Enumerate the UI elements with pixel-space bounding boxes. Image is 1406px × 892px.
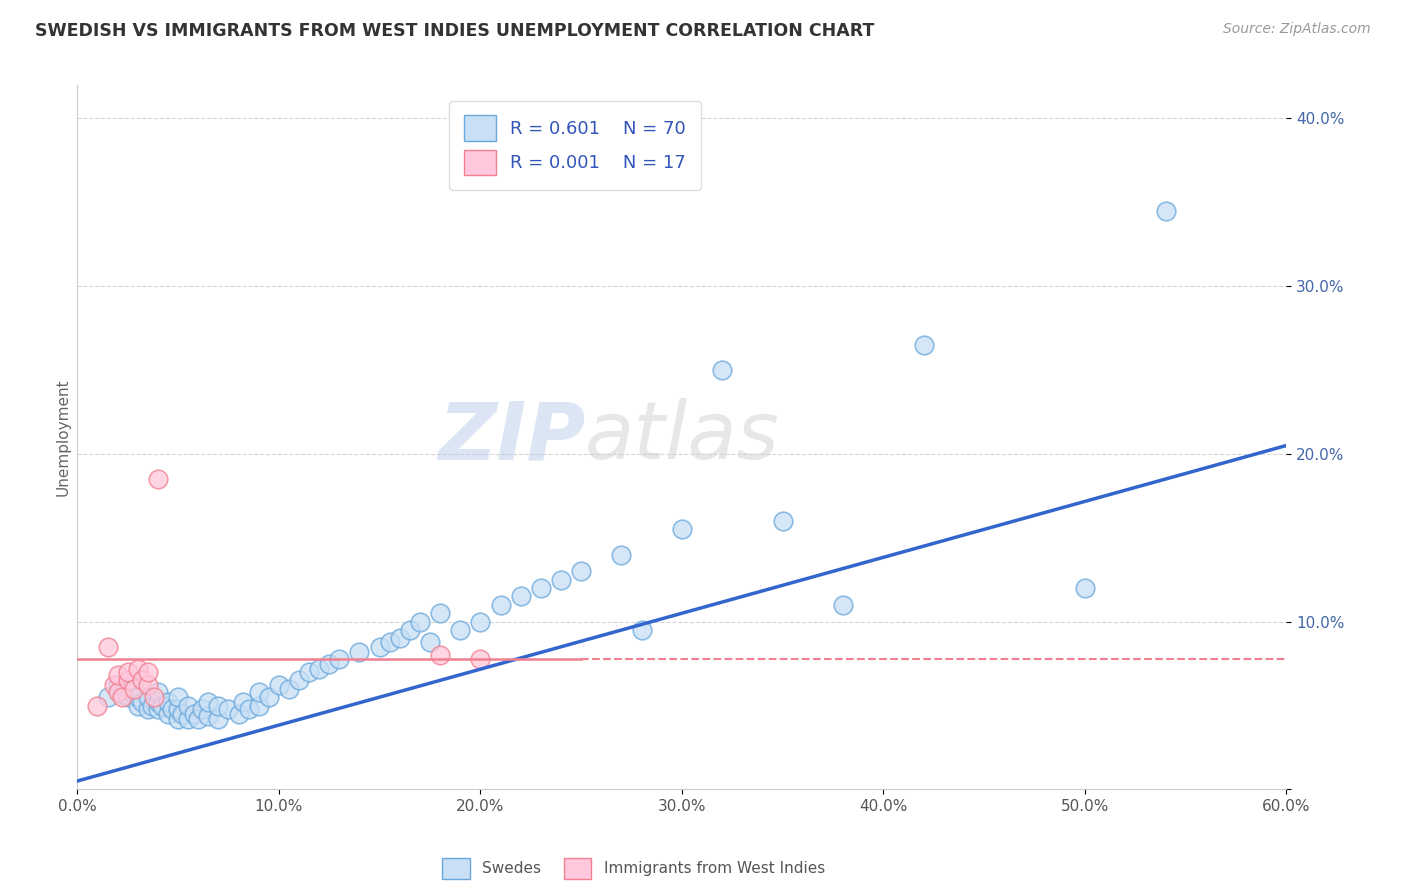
Point — [136, 665, 159, 679]
Point — [117, 673, 139, 688]
Point — [349, 645, 371, 659]
Point — [146, 472, 169, 486]
Point — [160, 702, 183, 716]
Point — [409, 615, 432, 629]
Point — [141, 698, 163, 713]
Point — [399, 623, 422, 637]
Point — [419, 634, 441, 648]
Point — [711, 363, 734, 377]
Point — [117, 681, 139, 696]
Legend: Swedes, Immigrants from West Indies: Swedes, Immigrants from West Indies — [434, 850, 832, 887]
Point — [150, 698, 173, 713]
Point — [111, 687, 134, 701]
Point — [247, 685, 270, 699]
Point — [318, 657, 340, 671]
Point — [172, 706, 194, 721]
Point — [489, 598, 512, 612]
Point — [298, 665, 321, 679]
Point — [127, 698, 149, 713]
Point — [146, 702, 169, 716]
Point — [509, 590, 531, 604]
Text: ZIP: ZIP — [437, 398, 585, 476]
Point — [117, 665, 139, 679]
Point — [308, 662, 330, 676]
Text: SWEDISH VS IMMIGRANTS FROM WEST INDIES UNEMPLOYMENT CORRELATION CHART: SWEDISH VS IMMIGRANTS FROM WEST INDIES U… — [35, 22, 875, 40]
Point — [197, 695, 219, 709]
Point — [328, 651, 350, 665]
Point — [96, 640, 118, 654]
Point — [238, 702, 260, 716]
Point — [107, 678, 129, 692]
Point — [772, 514, 794, 528]
Point — [122, 681, 145, 696]
Point — [288, 673, 311, 688]
Point — [127, 662, 149, 676]
Point — [257, 690, 280, 705]
Point — [470, 651, 492, 665]
Point — [111, 690, 134, 705]
Point — [278, 681, 301, 696]
Point — [449, 623, 471, 637]
Point — [550, 573, 572, 587]
Point — [218, 702, 240, 716]
Point — [197, 708, 219, 723]
Point — [1074, 581, 1097, 595]
Point — [183, 706, 205, 721]
Point — [630, 623, 652, 637]
Point — [96, 690, 118, 705]
Point — [146, 695, 169, 709]
Point — [86, 698, 108, 713]
Point — [610, 548, 633, 562]
Point — [177, 698, 200, 713]
Point — [530, 581, 553, 595]
Point — [429, 607, 451, 621]
Point — [146, 685, 169, 699]
Point — [912, 338, 935, 352]
Point — [388, 632, 411, 646]
Point — [187, 712, 209, 726]
Point — [136, 678, 159, 692]
Point — [167, 712, 190, 726]
Point — [247, 698, 270, 713]
Point — [177, 712, 200, 726]
Point — [131, 673, 153, 688]
Point — [267, 678, 290, 692]
Point — [368, 640, 391, 654]
Point — [569, 564, 592, 578]
Point — [832, 598, 855, 612]
Point — [127, 690, 149, 705]
Point — [117, 690, 139, 705]
Point — [131, 695, 153, 709]
Point — [207, 712, 229, 726]
Point — [167, 690, 190, 705]
Point — [378, 634, 401, 648]
Point — [136, 690, 159, 705]
Point — [191, 702, 214, 716]
Text: atlas: atlas — [585, 398, 780, 476]
Point — [167, 702, 190, 716]
Point — [121, 685, 143, 699]
Point — [157, 706, 180, 721]
Text: Source: ZipAtlas.com: Source: ZipAtlas.com — [1223, 22, 1371, 37]
Point — [232, 695, 254, 709]
Point — [103, 678, 125, 692]
Point — [671, 522, 693, 536]
Y-axis label: Unemployment: Unemployment — [56, 378, 70, 496]
Point — [136, 702, 159, 716]
Point — [228, 706, 250, 721]
Point — [1154, 203, 1177, 218]
Point — [107, 685, 129, 699]
Point — [107, 668, 129, 682]
Point — [142, 690, 165, 705]
Point — [207, 698, 229, 713]
Point — [470, 615, 492, 629]
Point — [429, 648, 451, 663]
Point — [157, 695, 180, 709]
